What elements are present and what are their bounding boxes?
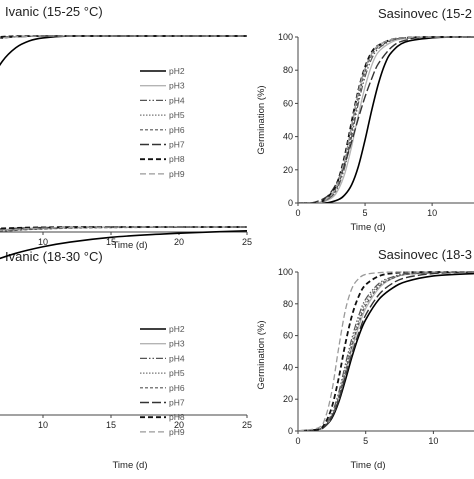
- legend-label-ph4: pH4: [169, 353, 185, 363]
- y-tick-label: 60: [283, 331, 293, 341]
- x-tick-label: 20: [174, 237, 184, 247]
- series-line-ph6: [0, 35, 247, 38]
- x-axis-label: Time (d): [350, 460, 385, 471]
- legend-label-ph6: pH6: [169, 125, 185, 135]
- series-line-ph6: [298, 36, 474, 203]
- series-line-ph6: [298, 271, 474, 431]
- series-group: [0, 35, 247, 67]
- legend-label-ph4: pH4: [169, 95, 185, 105]
- y-tick-label: 0: [288, 426, 293, 436]
- legend-label-ph8: pH8: [169, 154, 185, 164]
- y-tick-label: 20: [283, 394, 293, 404]
- series-line-ph8: [0, 35, 247, 38]
- series-line-ph2: [0, 229, 247, 260]
- panel-title: Sasinovec (18-3: [378, 247, 472, 262]
- series-line-ph3: [298, 271, 474, 431]
- series-group: [298, 36, 474, 203]
- series-group: [298, 271, 474, 431]
- legend-label-ph7: pH7: [169, 140, 185, 150]
- x-tick-label: 5: [363, 208, 368, 218]
- series-line-ph4: [298, 271, 474, 431]
- x-axis-label: Time (d): [350, 222, 385, 233]
- series-line-ph2: [298, 272, 474, 431]
- legend-label-ph2: pH2: [169, 66, 185, 76]
- y-tick-label: 80: [283, 65, 293, 75]
- x-tick-label: 15: [106, 420, 116, 430]
- legend-label-ph5: pH5: [169, 110, 185, 120]
- legend-label-ph9: pH9: [169, 427, 185, 437]
- series-line-ph9: [298, 36, 474, 203]
- x-tick-label: 5: [363, 436, 368, 446]
- series-line-ph7: [298, 271, 474, 431]
- series-line-ph2: [0, 35, 247, 67]
- series-line-ph8: [298, 36, 474, 203]
- legend-label-ph5: pH5: [169, 368, 185, 378]
- series-line-ph9: [0, 226, 247, 231]
- y-tick-label: 80: [283, 299, 293, 309]
- series-group: [0, 226, 247, 260]
- series-line-ph8: [298, 271, 474, 431]
- legend-label-ph2: pH2: [169, 324, 185, 334]
- legend-label-ph6: pH6: [169, 383, 185, 393]
- x-tick-label: 25: [242, 420, 252, 430]
- series-line-ph2: [298, 36, 474, 203]
- y-tick-label: 100: [278, 267, 293, 277]
- legend-label-ph9: pH9: [169, 169, 185, 179]
- legend: pH2 pH3 pH4 pH5 pH6 pH7 pH8 pH9: [140, 324, 185, 437]
- legend-label-ph3: pH3: [169, 81, 185, 91]
- y-tick-label: 20: [283, 165, 293, 175]
- series-line-ph3: [298, 36, 474, 203]
- series-line-ph5: [0, 35, 247, 39]
- y-tick-label: 40: [283, 362, 293, 372]
- panel-title: Sasinovec (15-2: [378, 6, 472, 21]
- y-tick-label: 40: [283, 132, 293, 142]
- series-line-ph3: [0, 35, 247, 39]
- y-tick-label: 60: [283, 98, 293, 108]
- x-tick-label: 25: [242, 237, 252, 247]
- x-tick-label: 0: [295, 436, 300, 446]
- series-line-ph8: [0, 226, 247, 230]
- series-line-ph9: [298, 271, 474, 431]
- series-line-ph5: [298, 271, 474, 431]
- legend-label-ph3: pH3: [169, 339, 185, 349]
- series-line-ph9: [0, 35, 247, 39]
- legend-label-ph8: pH8: [169, 412, 185, 422]
- x-tick-label: 10: [38, 237, 48, 247]
- panel-title: Ivanic (15-25 °C): [5, 4, 103, 19]
- legend: pH2 pH3 pH4 pH5 pH6 pH7 pH8 pH9: [140, 66, 185, 179]
- x-tick-label: 0: [295, 208, 300, 218]
- x-axis-label: Time (d): [112, 240, 147, 251]
- legend-label-ph7: pH7: [169, 398, 185, 408]
- x-tick-label: 10: [428, 436, 438, 446]
- y-axis-label: Germination (%): [256, 85, 267, 154]
- x-tick-label: 10: [427, 208, 437, 218]
- x-tick-label: 10: [38, 420, 48, 430]
- y-tick-label: 0: [288, 198, 293, 208]
- y-axis-label: Germination (%): [256, 320, 267, 389]
- y-tick-label: 100: [278, 32, 293, 42]
- x-axis-label: Time (d): [112, 460, 147, 471]
- x-tick-label: 20: [174, 420, 184, 430]
- x-tick-label: 15: [106, 237, 116, 247]
- panel-title: Ivanic (18-30 °C): [5, 249, 103, 264]
